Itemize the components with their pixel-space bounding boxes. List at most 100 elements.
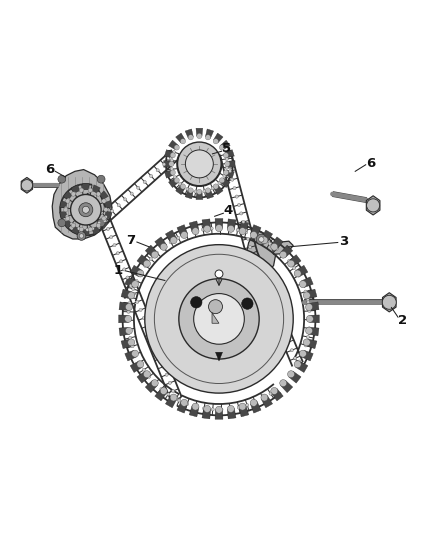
Circle shape [301,352,304,355]
Polygon shape [169,140,178,150]
Circle shape [236,229,239,232]
Circle shape [261,394,268,401]
Polygon shape [251,225,261,237]
Circle shape [240,212,243,215]
Circle shape [137,361,144,368]
Circle shape [169,157,172,160]
Circle shape [288,370,294,378]
Circle shape [145,325,148,328]
Circle shape [297,274,300,277]
Circle shape [155,349,159,352]
Circle shape [177,236,180,239]
Circle shape [231,178,234,181]
Circle shape [229,407,232,410]
Circle shape [169,161,174,166]
Circle shape [110,236,113,239]
Circle shape [98,221,101,224]
Polygon shape [212,313,219,323]
Circle shape [257,264,262,269]
Polygon shape [155,237,166,249]
Circle shape [173,150,176,154]
Polygon shape [64,191,72,199]
Circle shape [128,302,131,305]
Circle shape [170,394,177,401]
Polygon shape [130,361,142,373]
Circle shape [308,318,311,321]
Circle shape [306,298,309,302]
Circle shape [201,228,205,231]
Polygon shape [60,200,67,208]
Circle shape [303,339,310,346]
Circle shape [259,237,264,242]
Circle shape [129,336,132,340]
Circle shape [149,174,153,177]
Circle shape [174,397,177,400]
Circle shape [293,266,296,270]
Circle shape [269,392,272,395]
Circle shape [168,381,171,384]
Circle shape [188,135,193,140]
Circle shape [219,227,222,230]
Polygon shape [100,191,108,199]
Polygon shape [261,395,272,408]
Circle shape [229,169,232,173]
Circle shape [152,341,155,344]
Circle shape [167,393,170,396]
Circle shape [71,223,75,228]
Polygon shape [289,255,301,266]
Circle shape [131,345,134,348]
Circle shape [170,152,175,158]
Circle shape [97,203,100,206]
Circle shape [71,192,75,196]
Circle shape [181,231,188,238]
Circle shape [106,228,110,230]
Circle shape [177,399,181,402]
Circle shape [137,270,144,277]
Circle shape [246,237,250,240]
Circle shape [113,244,116,247]
Circle shape [270,300,273,303]
Circle shape [170,167,173,171]
Circle shape [254,400,257,403]
Circle shape [186,188,189,191]
Circle shape [179,279,259,359]
Circle shape [260,276,263,279]
Circle shape [144,264,147,268]
Circle shape [197,133,202,139]
Circle shape [268,242,271,245]
Circle shape [170,237,177,244]
Circle shape [225,157,228,160]
Polygon shape [176,185,185,195]
Circle shape [66,216,70,221]
Text: 4: 4 [223,204,232,217]
Circle shape [210,227,213,230]
Polygon shape [281,381,293,393]
Circle shape [194,405,197,408]
Circle shape [294,361,301,368]
Circle shape [256,234,267,245]
Polygon shape [52,169,112,239]
Polygon shape [214,185,223,195]
Circle shape [160,244,167,251]
Circle shape [159,357,162,360]
Circle shape [250,252,253,255]
Circle shape [185,150,213,178]
Circle shape [215,270,223,278]
Circle shape [306,316,313,322]
Polygon shape [215,352,223,361]
Polygon shape [185,129,193,138]
Text: 3: 3 [339,235,348,248]
Circle shape [304,344,307,347]
Polygon shape [261,230,272,242]
Polygon shape [130,265,142,277]
Circle shape [193,230,196,233]
Circle shape [301,282,304,285]
Circle shape [73,192,76,195]
Circle shape [79,188,84,192]
Polygon shape [92,185,100,193]
Circle shape [149,333,152,336]
Circle shape [127,319,130,322]
Circle shape [127,328,131,331]
Circle shape [123,268,126,271]
Circle shape [261,237,268,244]
